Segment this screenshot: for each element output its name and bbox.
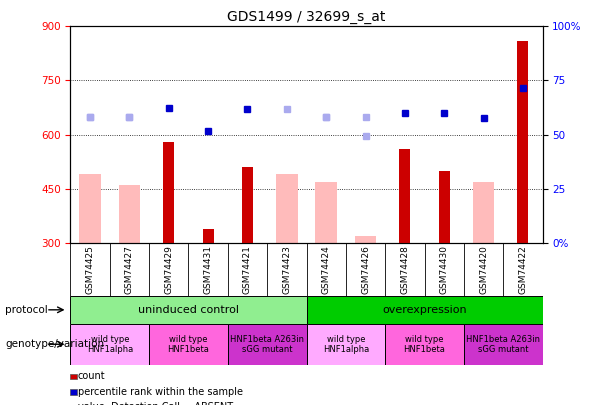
Text: GSM74420: GSM74420 [479,245,488,294]
Bar [306,324,385,364]
Text: wild type
HNF1beta: wild type HNF1beta [167,335,210,354]
Text: value, Detection Call = ABSENT: value, Detection Call = ABSENT [78,402,233,405]
Bar [399,149,410,243]
Bar [315,181,337,243]
Bar [119,185,140,243]
Text: wild type
HNF1beta: wild type HNF1beta [403,335,446,354]
Text: GSM74425: GSM74425 [86,245,94,294]
Text: GSM74430: GSM74430 [440,245,449,294]
Bar [149,324,228,364]
Bar [228,324,306,364]
Bar [79,175,101,243]
Text: HNF1beta A263in
sGG mutant: HNF1beta A263in sGG mutant [466,335,540,354]
Bar [242,167,253,243]
Bar [473,181,494,243]
Text: percentile rank within the sample: percentile rank within the sample [78,387,243,396]
Text: GSM74422: GSM74422 [519,245,527,294]
Text: GSM74424: GSM74424 [322,245,330,294]
Bar [203,228,214,243]
Text: overexpression: overexpression [382,305,467,315]
Bar [517,41,528,243]
Text: GSM74421: GSM74421 [243,245,252,294]
Bar [355,236,376,243]
Text: GSM74427: GSM74427 [125,245,134,294]
Text: wild type
HNF1alpha: wild type HNF1alpha [322,335,369,354]
Text: wild type
HNF1alpha: wild type HNF1alpha [86,335,133,354]
Text: protocol: protocol [5,305,48,315]
Text: GSM74429: GSM74429 [164,245,173,294]
Text: genotype/variation: genotype/variation [5,339,104,349]
Text: HNF1beta A263in
sGG mutant: HNF1beta A263in sGG mutant [230,335,304,354]
Bar [385,324,464,364]
Bar [276,175,298,243]
Title: GDS1499 / 32699_s_at: GDS1499 / 32699_s_at [227,10,386,24]
Text: GSM74428: GSM74428 [400,245,409,294]
Text: GSM74423: GSM74423 [283,245,291,294]
Bar [163,142,174,243]
Bar [464,324,543,364]
Text: GSM74431: GSM74431 [204,245,213,294]
Bar [70,324,149,364]
Bar [306,296,543,324]
Text: uninduced control: uninduced control [138,305,239,315]
Bar [439,171,450,243]
Text: count: count [78,371,105,381]
Bar [70,296,306,324]
Text: GSM74426: GSM74426 [361,245,370,294]
